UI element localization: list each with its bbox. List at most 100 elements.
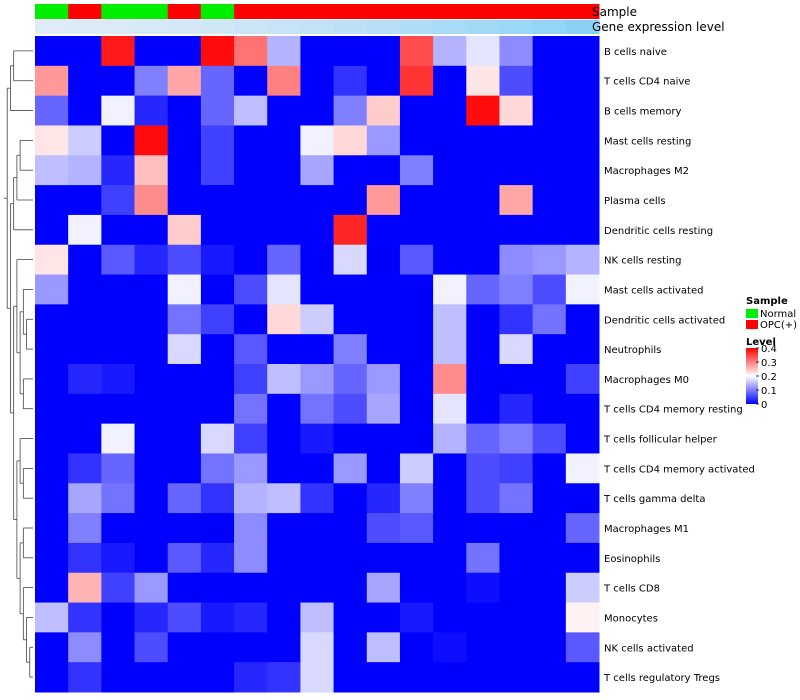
heatmap-cell-r18-c16 [565,572,600,604]
heatmap-cell-r16-c14 [499,513,534,544]
heatmap-cell-r6-c11 [399,214,434,246]
heatmap-cell-r6-c6 [234,214,268,246]
heatmap-cell-r13-c15 [532,423,567,454]
row-label: Dendritic cells resting [604,226,713,237]
heatmap-cell-r11-c4 [167,364,202,395]
heatmap-cell-r6-c2 [101,214,136,246]
heatmap-cell-r19-c9 [333,602,368,633]
heatmap-cell-r8-c16 [565,274,600,305]
heatmap-cell-r16-c5 [200,513,235,544]
gene-level-cell-9 [333,20,368,34]
legend-tick-label: 0.2 [761,372,777,383]
heatmap-cell-r21-c12 [433,662,467,693]
heatmap-cell-r20-c6 [234,632,268,663]
heatmap-cell-r8-c6 [234,274,268,305]
heatmap-cell-r7-c8 [300,244,335,276]
heatmap-cell-r3-c1 [68,125,102,156]
heatmap-cell-r8-c10 [366,274,401,305]
heatmap-cell-r8-c5 [200,274,235,305]
heatmap-cell-r7-c3 [134,244,169,276]
heatmap-cell-r6-c9 [333,214,368,246]
heatmap-cell-r19-c7 [267,602,301,633]
heatmap-cell-r20-c3 [134,632,169,663]
sample-cell-6 [234,4,268,19]
heatmap-cell-r15-c9 [333,483,368,514]
heatmap-cell-r16-c7 [267,513,301,544]
gene-level-cell-1 [68,20,102,34]
heatmap-cell-r1-c11 [399,65,434,97]
heatmap-cell-r3-c11 [399,125,434,156]
heatmap-cell-r5-c15 [532,185,567,216]
heatmap-cell-r4-c3 [134,155,169,186]
heatmap-cell-r5-c9 [333,185,368,216]
heatmap-cell-r16-c16 [565,513,600,544]
heatmap-cell-r18-c1 [68,572,102,604]
heatmap-cell-r9-c12 [433,304,467,335]
heatmap-cell-r1-c12 [433,65,467,97]
heatmap-cell-r21-c13 [466,662,500,693]
heatmap-cell-r19-c4 [167,602,202,633]
heatmap-cell-r12-c5 [200,393,235,425]
sample-cell-3 [134,4,169,19]
heatmap-cell-r11-c12 [433,364,467,395]
heatmap-cell-r2-c13 [466,95,500,126]
legend-level-title: Level [746,337,776,348]
heatmap-cell-r20-c13 [466,632,500,663]
heatmap-cell-r8-c2 [101,274,136,305]
legend-normal-label: Normal [760,309,796,320]
heatmap-cell-r7-c16 [565,244,600,276]
heatmap-cell-r9-c8 [300,304,335,335]
heatmap-cell-r21-c8 [300,662,335,693]
heatmap-cell-r20-c1 [68,632,102,663]
heatmap-cell-r10-c13 [466,334,500,365]
heatmap-cell-r15-c3 [134,483,169,514]
heatmap-cell-r16-c2 [101,513,136,544]
heatmap-cell-r4-c7 [267,155,301,186]
row-label: T cells CD4 memory activated [603,464,755,475]
heatmap-cell-r13-c0 [35,423,69,454]
heatmap-cell-r10-c2 [101,334,136,365]
heatmap-cell-r12-c13 [466,393,500,425]
row-labels: B cells naive T cells CD4 naive B cells me… [603,47,755,684]
heatmap-cell-r13-c1 [68,423,102,454]
heatmap-cell-r2-c5 [200,95,235,126]
heatmap-cell-r1-c10 [366,65,401,97]
heatmap-cell-r4-c13 [466,155,500,186]
heatmap-cell-r8-c12 [433,274,467,305]
sample-annotation-bar [35,4,600,19]
heatmap-cell-r14-c7 [267,453,301,484]
heatmap-cell-r1-c7 [267,65,301,97]
heatmap-cell-r10-c7 [267,334,301,365]
heatmap-cell-r5-c10 [366,185,401,216]
heatmap-cell-r5-c5 [200,185,235,216]
heatmap-cell-r20-c15 [532,632,567,663]
legend-tick-label: 0.4 [761,344,777,355]
heatmap-cell-r7-c5 [200,244,235,276]
heatmap-cell-r11-c1 [68,364,102,395]
heatmap-cell-r19-c11 [399,602,434,633]
heatmap-cell-r10-c12 [433,334,467,365]
heatmap-cell-r18-c11 [399,572,434,604]
heatmap-cell-r17-c3 [134,542,169,574]
heatmap-cell-r4-c4 [167,155,202,186]
legend-level-colorbar [746,348,758,404]
heatmap-cell-r1-c4 [167,65,202,97]
heatmap-cell-r0-c16 [565,36,600,67]
heatmap-cell-r7-c11 [399,244,434,276]
gene-level-cell-5 [200,20,235,34]
heatmap-cell-r18-c7 [267,572,301,604]
heatmap-cell-r13-c16 [565,423,600,454]
heatmap-cell-r9-c14 [499,304,534,335]
heatmap-cell-r3-c9 [333,125,368,156]
heatmap-cell-r14-c2 [101,453,136,484]
heatmap-cells [35,36,600,693]
heatmap-cell-r20-c8 [300,632,335,663]
heatmap-cell-r12-c0 [35,393,69,425]
heatmap-cell-r19-c16 [565,602,600,633]
heatmap-cell-r8-c0 [35,274,69,305]
heatmap-cell-r16-c6 [234,513,268,544]
heatmap-cell-r15-c0 [35,483,69,514]
gene-level-cell-16 [565,20,600,34]
heatmap-cell-r4-c6 [234,155,268,186]
